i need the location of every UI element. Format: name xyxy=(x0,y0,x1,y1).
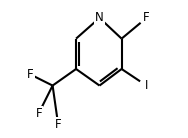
Text: F: F xyxy=(36,107,42,120)
Text: F: F xyxy=(27,68,34,81)
Text: F: F xyxy=(143,11,150,24)
Text: I: I xyxy=(145,79,148,92)
Text: N: N xyxy=(95,11,104,24)
Text: F: F xyxy=(55,118,61,131)
